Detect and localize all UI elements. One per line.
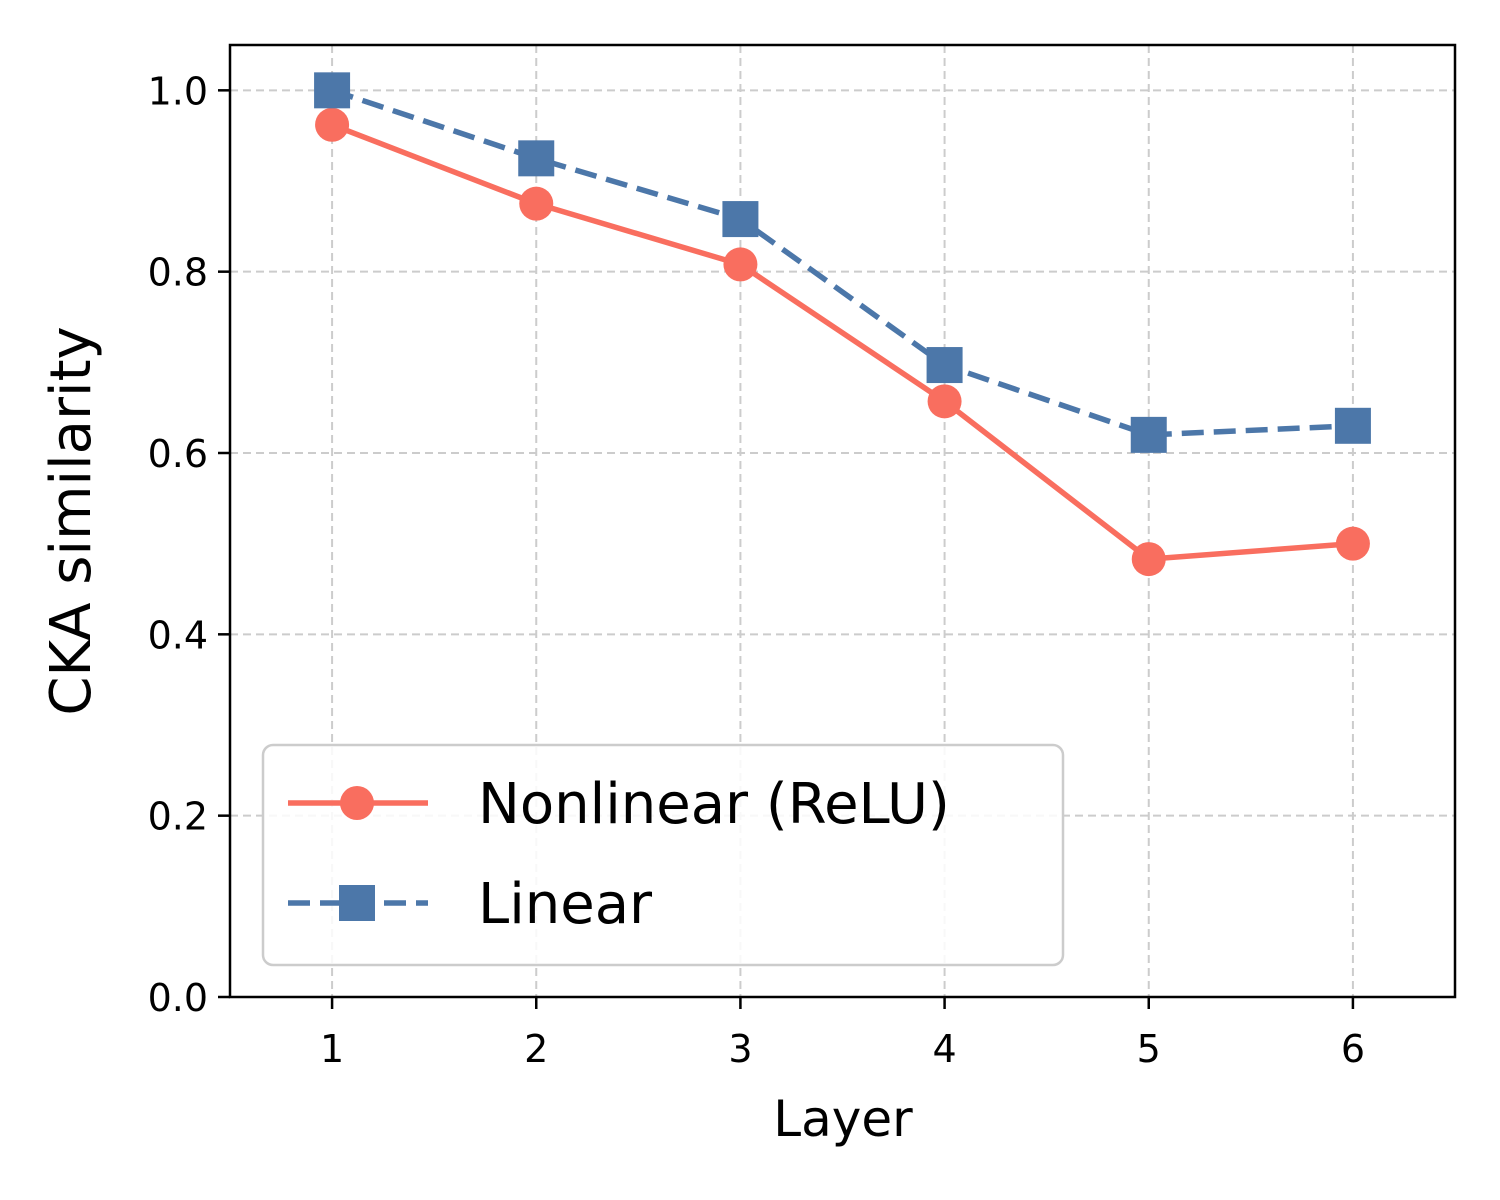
data-point (1334, 407, 1371, 444)
legend-box (261, 743, 1065, 967)
legend-entries: Nonlinear (ReLU) Linear (288, 772, 950, 937)
legend: Nonlinear (ReLU) Linear (261, 743, 1065, 967)
data-point (519, 186, 554, 221)
legend-label: Nonlinear (ReLU) (478, 772, 950, 837)
y-axis-ticks: 0.0 0.2 0.4 0.6 0.8 1.0 (148, 69, 230, 1020)
x-axis-label: Layer (773, 1090, 913, 1148)
data-point (1130, 416, 1167, 453)
data-point (926, 347, 963, 384)
x-tick-label: 5 (1137, 1027, 1161, 1071)
legend-entry-0: Nonlinear (ReLU) (288, 772, 950, 837)
legend-marker (339, 885, 375, 921)
y-tick-label: 1.0 (148, 69, 208, 113)
data-point (314, 72, 351, 109)
data-point (1131, 542, 1166, 577)
data-point (723, 247, 758, 282)
x-axis-ticks: 1 2 3 4 5 6 (320, 997, 1365, 1071)
legend-entry-1: Linear (288, 872, 653, 937)
x-tick-label: 6 (1341, 1027, 1365, 1071)
plot-frame (228, 43, 1457, 999)
data-point (722, 201, 759, 238)
series-layer (314, 72, 1371, 577)
y-axis-label: CKA similarity (39, 326, 104, 715)
x-tick-label: 4 (932, 1027, 956, 1071)
data-point (518, 140, 555, 177)
legend-label: Linear (478, 872, 653, 937)
data-point (315, 107, 350, 142)
series-0 (315, 107, 1370, 577)
y-tick-label: 0.8 (148, 251, 208, 295)
y-tick-label: 0.0 (148, 976, 208, 1020)
y-tick-label: 0.4 (148, 613, 208, 657)
x-tick-label: 1 (320, 1027, 344, 1071)
series-line (331, 122, 1354, 562)
legend-marker (340, 786, 374, 820)
x-tick-label: 3 (728, 1027, 752, 1071)
y-tick-label: 0.2 (148, 795, 208, 839)
y-tick-label: 0.6 (148, 432, 208, 476)
x-tick-label: 2 (524, 1027, 548, 1071)
series-line (331, 87, 1354, 438)
data-point (927, 384, 962, 419)
data-point (1335, 526, 1370, 561)
series-1 (314, 72, 1371, 453)
